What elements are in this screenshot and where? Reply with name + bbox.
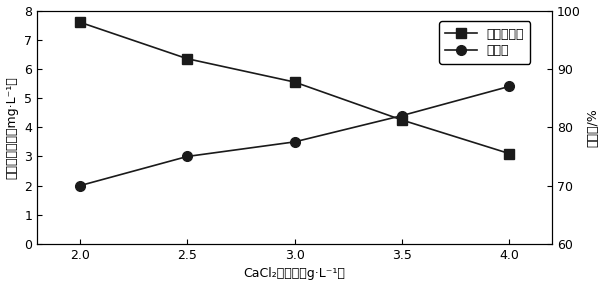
去除率 — [76, 184, 83, 187]
Y-axis label: 出水硷浓度／（mg·L⁻¹）: 出水硷浓度／（mg·L⁻¹） — [5, 76, 19, 179]
出水硷浓度 — [291, 80, 298, 84]
Legend: 出水硷浓度, 去除率: 出水硷浓度, 去除率 — [439, 21, 531, 64]
Line: 出水硷浓度: 出水硷浓度 — [75, 17, 514, 158]
X-axis label: CaCl₂浓度／（g·L⁻¹）: CaCl₂浓度／（g·L⁻¹） — [244, 267, 345, 281]
去除率 — [291, 140, 298, 144]
去除率 — [183, 155, 191, 158]
出水硷浓度 — [506, 152, 513, 155]
出水硷浓度 — [183, 57, 191, 60]
去除率 — [398, 114, 405, 117]
Y-axis label: 去除率/%: 去除率/% — [586, 108, 600, 147]
去除率 — [506, 85, 513, 88]
出水硷浓度 — [398, 118, 405, 122]
Line: 去除率: 去除率 — [75, 82, 514, 190]
出水硷浓度 — [76, 21, 83, 24]
